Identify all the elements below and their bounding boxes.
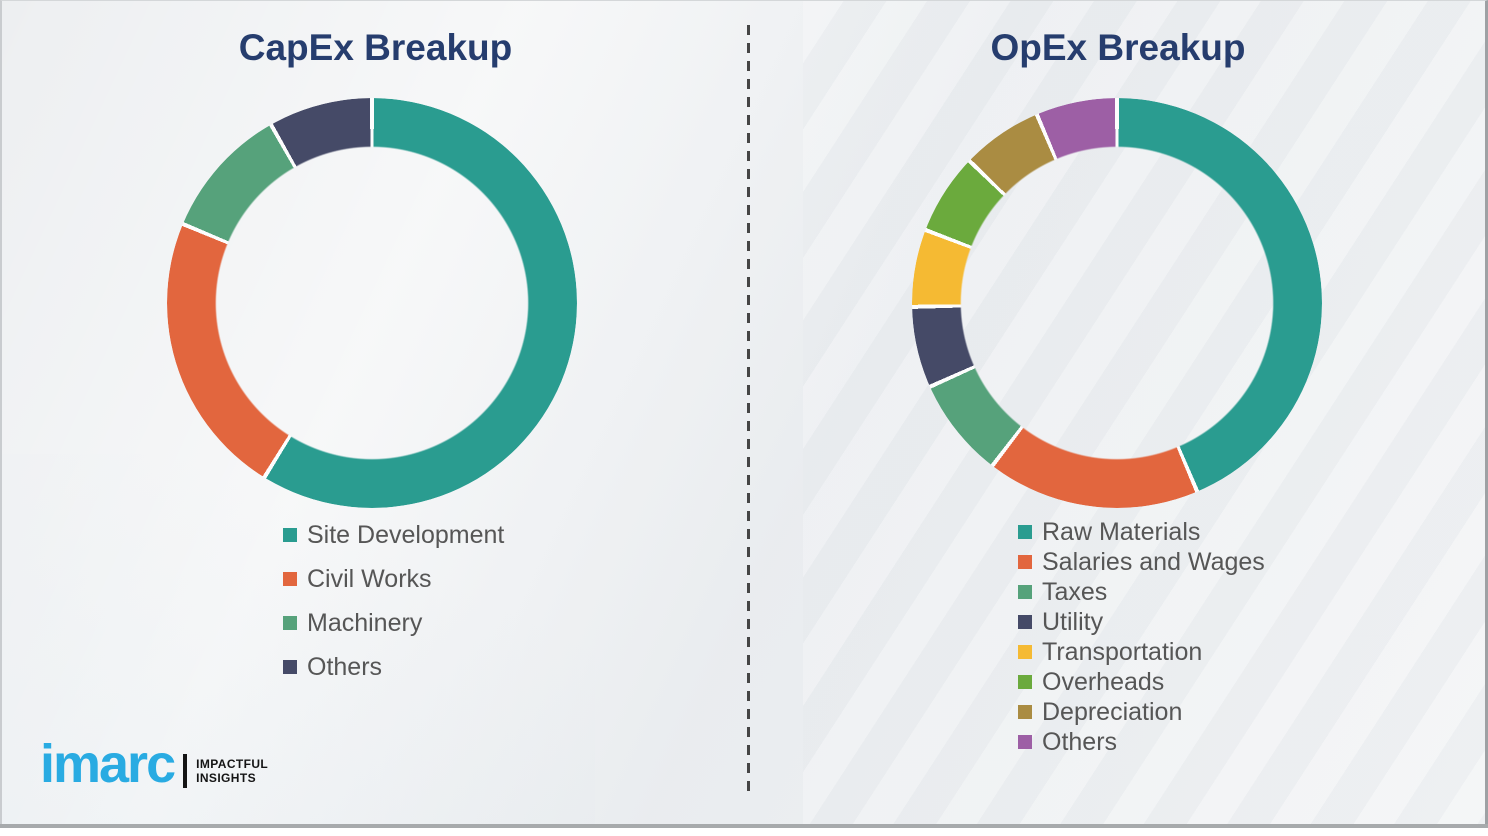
legend-label: Civil Works xyxy=(307,564,432,593)
legend-label: Overheads xyxy=(1042,667,1165,696)
legend-swatch xyxy=(1018,675,1032,689)
legend-swatch xyxy=(283,572,297,586)
legend-label: Raw Materials xyxy=(1042,517,1201,546)
opex-chart-title: OpEx Breakup xyxy=(990,27,1246,68)
bottom-margin xyxy=(0,828,1488,836)
legend-label: Transportation xyxy=(1042,637,1203,666)
opex-legend: Raw Materials Salaries and Wages Taxes Util… xyxy=(1018,517,1265,757)
legend-item: Salaries and Wages xyxy=(1018,547,1265,577)
background-texture-corner xyxy=(2,453,596,824)
legend-swatch xyxy=(1018,735,1032,749)
legend-item: Raw Materials xyxy=(1018,517,1265,547)
legend-item: Civil Works xyxy=(283,557,504,601)
legend-item: Taxes xyxy=(1018,577,1265,607)
legend-label: Taxes xyxy=(1042,577,1108,606)
legend-swatch xyxy=(1018,705,1032,719)
logo-tagline-line1: IMPACTFUL xyxy=(196,757,269,771)
legend-item: Overheads xyxy=(1018,667,1265,697)
opex-donut-chart xyxy=(912,98,1322,508)
legend-item: Utility xyxy=(1018,607,1265,637)
legend-swatch xyxy=(1018,555,1032,569)
logo-tagline: IMPACTFUL INSIGHTS xyxy=(196,757,268,785)
logo-tagline-line2: INSIGHTS xyxy=(196,771,256,785)
legend-label: Others xyxy=(1042,727,1118,756)
legend-label: Site Development xyxy=(307,520,505,549)
legend-label: Salaries and Wages xyxy=(1042,547,1265,576)
legend-item: Depreciation xyxy=(1018,697,1265,727)
legend-swatch xyxy=(283,528,297,542)
legend-swatch xyxy=(283,616,297,630)
dashed-divider-line xyxy=(747,25,750,791)
bottom-border-bar xyxy=(0,824,1488,828)
logo-divider-bar xyxy=(183,754,188,788)
legend-item: Others xyxy=(283,645,504,689)
legend-label: Depreciation xyxy=(1042,697,1183,726)
imarc-brand-text: imarc xyxy=(40,734,176,794)
legend-label: Others xyxy=(307,652,383,681)
legend-item: Others xyxy=(1018,727,1265,757)
capex-donut-chart xyxy=(167,98,577,508)
legend-swatch xyxy=(1018,585,1032,599)
legend-label: Utility xyxy=(1042,607,1104,636)
legend-swatch xyxy=(1018,525,1032,539)
legend-label: Machinery xyxy=(307,608,423,637)
legend-swatch xyxy=(1018,645,1032,659)
imarc-logo: imarc IMPACTFUL INSIGHTS xyxy=(40,737,268,791)
legend-swatch xyxy=(283,660,297,674)
legend-item: Transportation xyxy=(1018,637,1265,667)
legend-item: Machinery xyxy=(283,601,504,645)
legend-swatch xyxy=(1018,615,1032,629)
capex-chart-title: CapEx Breakup xyxy=(238,27,513,68)
capex-legend: Site Development Civil Works Machinery Othe… xyxy=(283,513,504,689)
legend-item: Site Development xyxy=(283,513,504,557)
